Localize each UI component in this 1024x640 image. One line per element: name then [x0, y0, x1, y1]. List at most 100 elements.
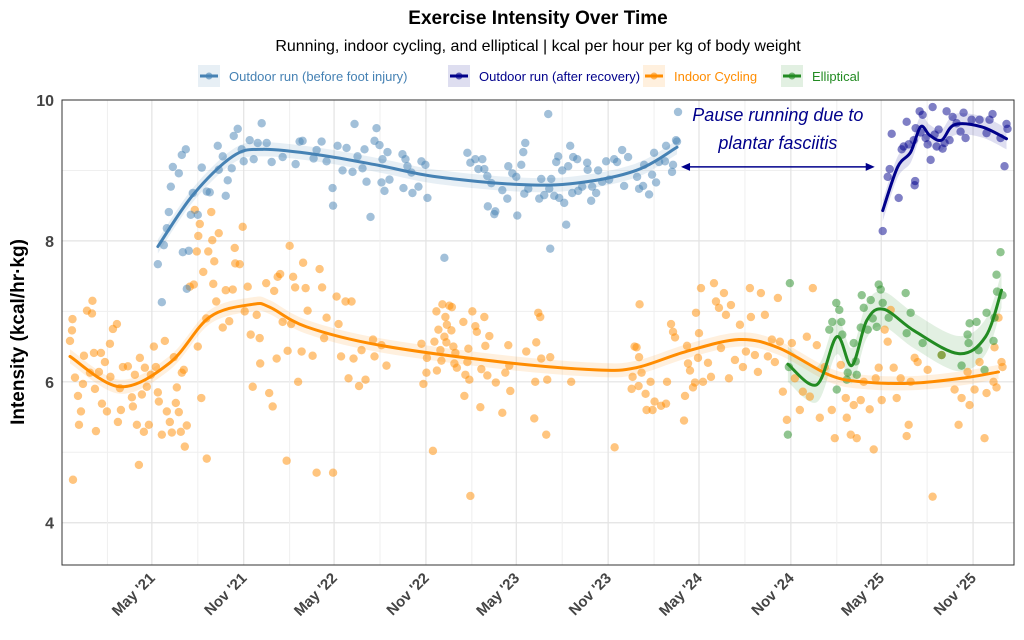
data-point [353, 152, 362, 161]
data-point [954, 420, 963, 429]
data-point [164, 207, 174, 217]
data-point [139, 427, 149, 437]
x-tick-label: Nov '25 [931, 570, 980, 619]
data-point [165, 417, 175, 427]
data-point [422, 353, 432, 363]
data-point [134, 460, 144, 470]
data-point [298, 258, 308, 267]
data-point [990, 343, 999, 352]
x-tick-label: Nov '21 [201, 570, 250, 619]
data-point [869, 445, 878, 454]
data-point [763, 352, 773, 361]
data-point [650, 397, 659, 406]
data-point [773, 293, 783, 303]
data-point [235, 259, 244, 269]
data-point [135, 353, 145, 363]
data-point [884, 313, 893, 322]
data-point [988, 109, 997, 119]
data-point [480, 164, 489, 174]
data-point [668, 160, 678, 170]
data-point [293, 377, 303, 387]
data-point [963, 330, 972, 339]
data-point [132, 420, 142, 429]
data-point [74, 420, 84, 429]
data-point [127, 393, 137, 402]
data-point [877, 395, 886, 405]
legend-point-icon [650, 72, 658, 80]
data-point [408, 188, 417, 198]
legend-item: Outdoor run (after recovery) [448, 65, 640, 87]
data-point [213, 141, 222, 150]
data-point [546, 352, 555, 362]
y-tick-label: 8 [45, 234, 54, 251]
data-point [227, 164, 236, 173]
data-point [878, 298, 887, 308]
data-point [268, 402, 277, 411]
data-point [923, 365, 932, 375]
data-point [140, 363, 150, 372]
y-tick-label: 6 [45, 375, 54, 392]
data-point [252, 310, 261, 320]
data-point [76, 407, 86, 416]
data-point [852, 370, 861, 379]
data-point [94, 367, 104, 377]
data-point [264, 388, 274, 398]
data-point [199, 267, 208, 277]
data-point [385, 175, 394, 184]
data-point [303, 306, 312, 315]
data-point [874, 363, 883, 372]
data-point [218, 152, 227, 161]
data-point [434, 325, 443, 334]
data-point [432, 366, 442, 375]
data-point [691, 308, 701, 317]
data-point [272, 354, 281, 363]
data-point [830, 433, 839, 443]
data-point [513, 211, 522, 220]
data-point [253, 138, 262, 148]
data-point [89, 348, 99, 358]
data-point [982, 388, 991, 398]
legend-item: Outdoor run (before foot injury) [198, 65, 407, 87]
data-point [333, 141, 342, 150]
data-point [97, 399, 107, 408]
data-point [753, 367, 763, 377]
data-point [852, 433, 861, 443]
data-point [902, 329, 911, 338]
data-point [442, 338, 451, 347]
data-point [182, 284, 192, 294]
data-point [361, 375, 370, 384]
data-point [483, 371, 492, 380]
annotation-text: plantar fasciitis [717, 133, 837, 153]
data-point [519, 147, 528, 157]
data-point [996, 247, 1005, 257]
data-point [649, 148, 659, 158]
data-point [174, 169, 184, 178]
data-point [783, 430, 793, 439]
data-point [730, 355, 740, 365]
y-tick-label: 4 [45, 516, 54, 533]
data-point [910, 176, 920, 186]
confidence-ribbon-3 [787, 272, 1002, 403]
data-point [157, 430, 167, 439]
data-point [301, 283, 310, 293]
data-point [167, 428, 177, 437]
data-point [961, 133, 970, 143]
data-point [889, 363, 898, 372]
legend-point-icon [455, 72, 463, 80]
data-point [309, 154, 318, 163]
y-tick-label: 10 [36, 93, 54, 110]
data-point [693, 353, 703, 363]
data-point [975, 115, 984, 124]
data-point [542, 430, 551, 439]
data-point [963, 367, 972, 377]
data-point [798, 387, 808, 396]
data-point [208, 236, 217, 245]
legend-label: Indoor Cycling [674, 69, 757, 84]
data-point [530, 414, 539, 423]
data-point [906, 308, 915, 317]
data-point [964, 338, 973, 348]
data-point [679, 416, 689, 425]
data-point [619, 181, 629, 191]
data-point [805, 392, 815, 401]
data-point [336, 352, 346, 361]
